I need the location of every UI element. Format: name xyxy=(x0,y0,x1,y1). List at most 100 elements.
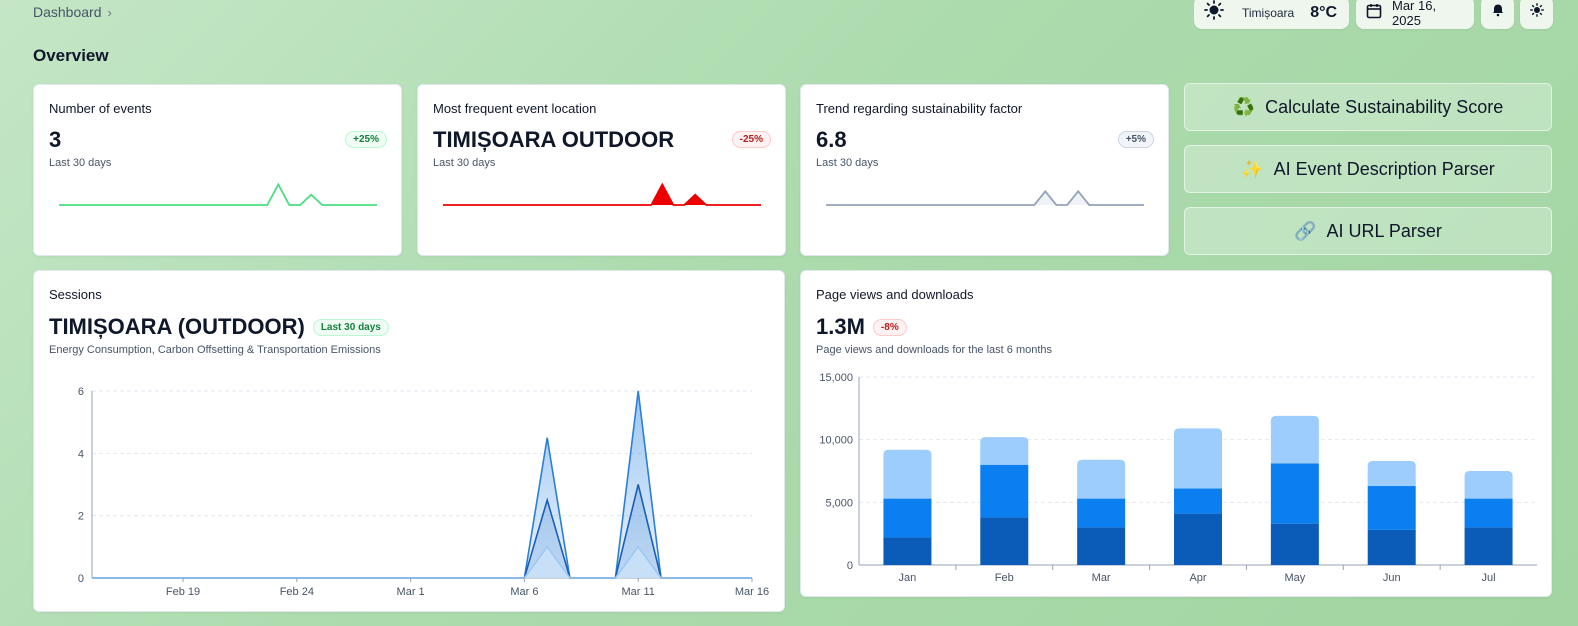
button-label: Calculate Sustainability Score xyxy=(1265,96,1504,117)
kpi-period: Last 30 days xyxy=(49,157,112,169)
bar-segment xyxy=(1464,527,1513,565)
sparkline-line xyxy=(443,182,761,206)
sun-icon xyxy=(1529,3,1544,22)
bar-segment xyxy=(1270,523,1319,565)
weather-city: Timișoara xyxy=(1242,5,1295,20)
breadcrumb: Dashboard › xyxy=(33,4,112,20)
x-tick-label: Mar xyxy=(1092,572,1111,584)
bar-segment xyxy=(1367,529,1416,565)
card-value-row: TIMIȘOARA (OUTDOOR) Last 30 days xyxy=(49,314,389,340)
bar-segment xyxy=(1077,527,1126,565)
trend-badge: +5% xyxy=(1117,131,1154,148)
link-icon: 🔗 xyxy=(1294,220,1317,241)
kpi-title: Number of events xyxy=(49,101,152,116)
y-tick-label: 0 xyxy=(847,560,853,572)
x-tick-label: Mar 1 xyxy=(397,586,425,598)
x-tick-label: Feb xyxy=(995,572,1014,584)
sparkline-area xyxy=(826,191,1144,205)
bar-segment xyxy=(1270,415,1319,464)
y-tick-label: 15,000 xyxy=(819,372,853,384)
breadcrumb-dashboard-link[interactable]: Dashboard xyxy=(33,4,102,20)
bar-segment xyxy=(980,437,1029,465)
bar-segment xyxy=(1174,428,1222,489)
x-tick-label: Jun xyxy=(1383,572,1401,584)
bar-segment xyxy=(1464,471,1513,499)
weather-temp: 8°C xyxy=(1310,3,1338,21)
bar-segment xyxy=(980,517,1029,565)
page-title: Overview xyxy=(33,46,109,65)
bar-segment xyxy=(1077,459,1126,499)
y-tick-label: 4 xyxy=(78,448,84,460)
x-tick-label: Feb 24 xyxy=(280,586,314,598)
kpi-value: 3 xyxy=(49,127,62,152)
kpi-period: Last 30 days xyxy=(433,157,496,169)
bar-segment xyxy=(1270,463,1319,524)
x-tick-label: Mar 11 xyxy=(621,586,654,598)
pageviews-bar-chart: 0 5,000 10,000 15,000 Jan Feb Mar Apr May Jun Jul xyxy=(819,372,1537,584)
bar-segment xyxy=(1174,513,1222,565)
bar-segment xyxy=(980,464,1029,518)
bar-segment xyxy=(1464,498,1513,528)
x-tick-label: Mar 6 xyxy=(510,586,538,598)
sparkline-line xyxy=(59,182,377,206)
kpi-value: TIMIȘOARA OUTDOOR xyxy=(433,127,675,152)
kpi-card-events: Number of events 3 +25% Last 30 days xyxy=(33,84,402,256)
session-location: TIMIȘOARA (OUTDOOR) xyxy=(49,314,305,339)
bar-segment xyxy=(1367,460,1416,487)
x-tick-label: Mar 16 xyxy=(735,586,769,598)
card-title: Page views and downloads xyxy=(816,287,974,302)
date-value: Mar 16, 2025 xyxy=(1392,0,1437,28)
sparkline-chart xyxy=(443,182,761,206)
card-description: Page views and downloads for the last 6 … xyxy=(816,344,1053,356)
trend-badge: +25% xyxy=(345,131,387,148)
ai-url-parser-button[interactable]: 🔗 AI URL Parser xyxy=(1184,207,1552,255)
notifications-button[interactable] xyxy=(1481,0,1514,29)
top-bar: Dashboard › Timișoara 8°C Mar 16, 2025 xyxy=(0,0,1578,30)
sessions-area-chart: 0 2 4 6 Feb 19 Feb 24 Mar 1 Mar 6 Mar 11 Mar 16 xyxy=(78,386,769,598)
weather-widget[interactable]: Timișoara 8°C xyxy=(1194,0,1349,29)
x-tick-label: Apr xyxy=(1189,572,1206,584)
card-title: Sessions xyxy=(49,287,102,302)
bell-icon xyxy=(1491,3,1505,22)
pageviews-card: Page views and downloads 1.3M -8% Page v… xyxy=(800,270,1552,597)
sparkline-chart xyxy=(826,189,1144,206)
sparkline-area xyxy=(443,184,761,205)
sun-icon xyxy=(1204,0,1224,25)
sparkline-chart xyxy=(59,182,377,206)
bar-segment xyxy=(1077,498,1126,528)
theme-toggle-button[interactable] xyxy=(1520,0,1553,29)
x-tick-label: Jan xyxy=(899,572,917,584)
y-tick-label: 0 xyxy=(78,573,84,585)
kpi-card-sustainability: Trend regarding sustainability factor 6.… xyxy=(800,84,1169,256)
series-line xyxy=(92,545,752,579)
x-tick-label: May xyxy=(1284,572,1305,584)
button-label: AI URL Parser xyxy=(1326,220,1442,241)
sparkles-icon: ✨ xyxy=(1241,158,1264,179)
bar-segment xyxy=(883,537,932,565)
chevron-right-icon: › xyxy=(107,4,112,20)
kpi-period: Last 30 days xyxy=(816,157,879,169)
kpi-value: 6.8 xyxy=(816,127,847,152)
bar-segment xyxy=(883,449,932,499)
card-description: Energy Consumption, Carbon Offsetting & … xyxy=(49,344,381,356)
button-label: AI Event Description Parser xyxy=(1273,158,1495,179)
calendar-icon xyxy=(1366,3,1382,22)
bar-segment xyxy=(1367,486,1416,530)
calculate-sustainability-score-button[interactable]: ♻️ Calculate Sustainability Score xyxy=(1184,83,1552,131)
x-tick-label: Feb 19 xyxy=(166,586,200,598)
kpi-title: Trend regarding sustainability factor xyxy=(816,101,1023,116)
recycle-icon: ♻️ xyxy=(1232,96,1256,117)
y-tick-label: 6 xyxy=(78,386,84,398)
bar-segment xyxy=(883,498,932,538)
ai-event-description-parser-button[interactable]: ✨ AI Event Description Parser xyxy=(1184,145,1552,193)
x-tick-label: Jul xyxy=(1482,572,1496,584)
trend-badge: -25% xyxy=(731,131,771,148)
pageviews-total: 1.3M xyxy=(816,314,865,339)
card-value-row: 1.3M -8% xyxy=(816,314,907,340)
period-badge: Last 30 days xyxy=(312,318,389,336)
date-picker-button[interactable]: Mar 16, 2025 xyxy=(1356,0,1474,29)
kpi-card-location: Most frequent event location TIMIȘOARA O… xyxy=(417,84,786,256)
kpi-title: Most frequent event location xyxy=(433,101,597,116)
sparkline-line xyxy=(826,189,1144,206)
y-tick-label: 2 xyxy=(78,511,84,523)
